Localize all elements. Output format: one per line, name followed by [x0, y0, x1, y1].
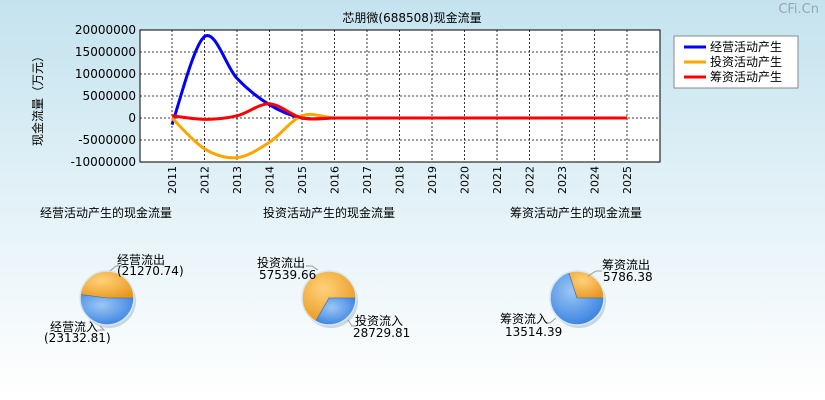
grid: [140, 29, 660, 163]
pie-rim: [549, 270, 605, 326]
x-tick-label: 2024: [589, 166, 602, 194]
pie-label-fin-in: 筹资流入: [500, 312, 548, 326]
pie-labels-investing: 投资流出 57539.66 投资流入 28729.81: [257, 255, 410, 340]
pie-value-op-out: (21270.74): [117, 264, 184, 278]
y-tick-label: 5000000: [83, 89, 136, 103]
x-tick-label: 2018: [394, 166, 407, 194]
pie-value-inv-in: 28729.81: [353, 326, 410, 340]
x-tick-label: 2013: [231, 166, 244, 194]
pie-label-inv-in: 投资流入: [355, 313, 403, 328]
y-tick-label: 0: [128, 111, 136, 125]
x-axis: 2011 2012 2013 2014 2015 2016 2017 2018 2019 2020…: [166, 166, 634, 194]
y-tick-label: 15000000: [75, 45, 136, 59]
x-tick-label: 2012: [199, 166, 212, 194]
pie-charts: [79, 270, 606, 328]
pie-label-inv-out: 投资流出: [257, 255, 305, 270]
pie-title-investing: 投资活动产生的现金流量: [263, 205, 395, 220]
legend-label-investing: 投资活动产生: [710, 54, 782, 69]
pie-rim: [79, 270, 135, 326]
pie-value-op-in: (23132.81): [44, 331, 111, 345]
pie-value-inv-out: 57539.66: [259, 268, 316, 282]
y-tick-label: 20000000: [75, 23, 136, 37]
x-tick-label: 2015: [296, 166, 309, 194]
x-tick-label: 2023: [556, 166, 569, 194]
line-financing: [171, 102, 627, 121]
watermark: CFi.Cn: [778, 2, 819, 17]
pie-label-op-in: 经营流入: [50, 320, 98, 334]
y-axis-label: 现金流量（万元）: [30, 50, 45, 146]
y-tick-label: -5000000: [78, 133, 136, 147]
x-tick-label: 2019: [426, 166, 439, 194]
x-tick-label: 2016: [329, 166, 342, 194]
pie-label-fin-out: 筹资流出: [602, 258, 650, 272]
x-tick-label: 2025: [621, 166, 634, 194]
y-tick-label: -10000000: [71, 155, 136, 169]
y-axis: 20000000 15000000 10000000 5000000 0 -5000000…: [71, 23, 136, 169]
pie-label-op-out: 经营流出: [117, 253, 165, 267]
series-lines: [170, 34, 627, 160]
pie-value-fin-out: 5786.38: [603, 270, 653, 284]
x-tick-label: 2014: [264, 166, 277, 194]
pie-labels-operating: 经营流出 (21270.74) 经营流入 (23132.81): [44, 253, 184, 345]
legend-label-operating: 经营活动产生: [710, 40, 782, 54]
pie-title-financing: 筹资活动产生的现金流量: [510, 205, 642, 220]
x-tick-label: 2011: [166, 166, 179, 194]
legend-label-financing: 筹资活动产生: [710, 70, 782, 84]
x-tick-label: 2020: [459, 166, 472, 194]
x-tick-label: 2022: [524, 166, 537, 194]
pie-labels-financing: 筹资流出 5786.38 筹资流入 13514.39: [500, 258, 653, 339]
y-tick-label: 10000000: [75, 67, 136, 81]
chart-title: 芯朋微(688508)现金流量: [342, 10, 481, 25]
pie-rim: [301, 270, 357, 326]
pie-title-operating: 经营活动产生的现金流量: [40, 205, 172, 220]
pie-value-fin-in: 13514.39: [505, 325, 562, 339]
x-tick-label: 2017: [361, 166, 374, 194]
x-tick-label: 2021: [491, 166, 504, 194]
legend: 经营活动产生 投资活动产生 筹资活动产生: [673, 35, 799, 89]
